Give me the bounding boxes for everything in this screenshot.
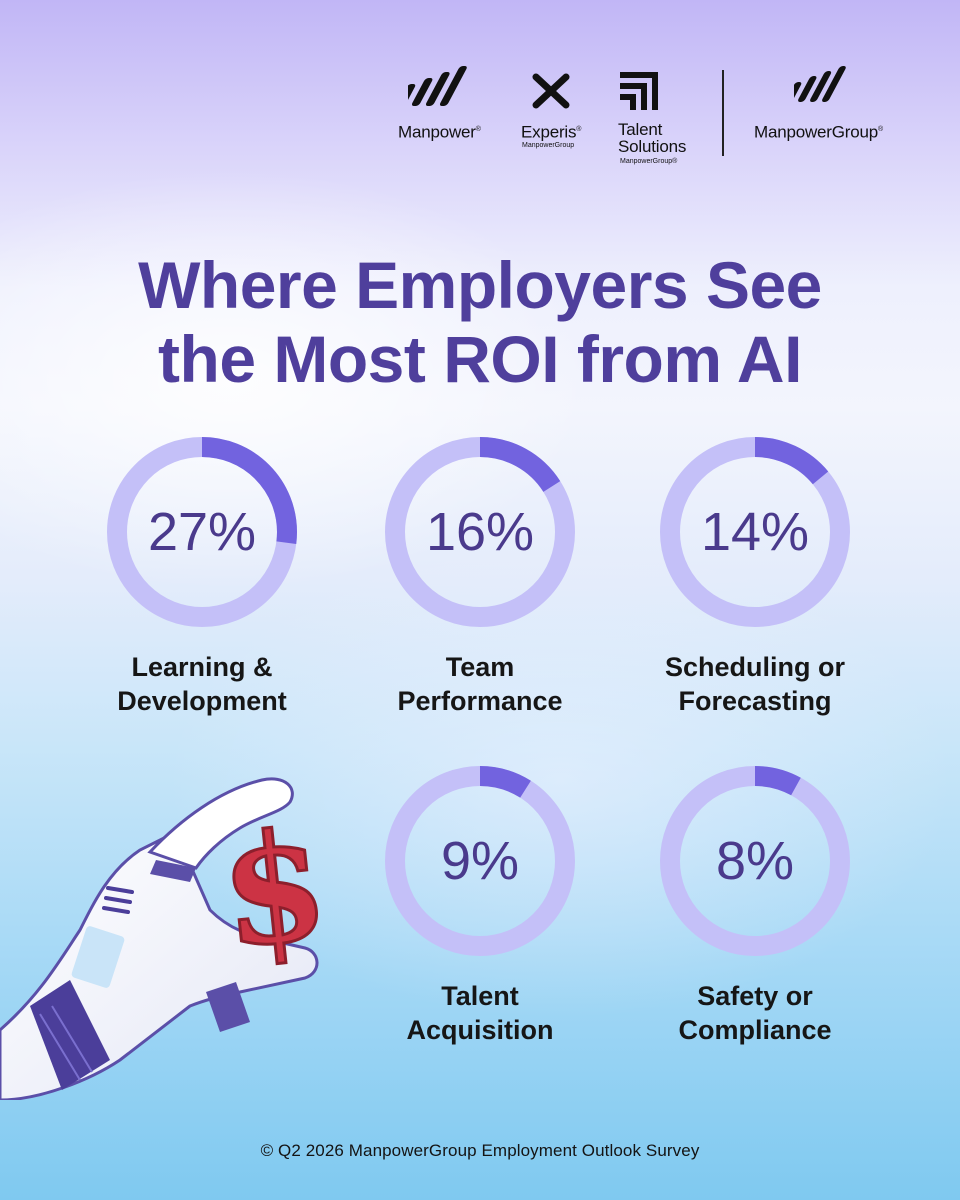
brand-name: ManpowerGroup: [754, 122, 879, 142]
donut-ring: [660, 437, 850, 627]
manpower-slashes-logo-icon: [408, 66, 467, 106]
donut-team-performance: 16% Team Performance: [380, 434, 580, 718]
donut-ring: [385, 437, 575, 627]
donut-label: Team Performance: [380, 650, 580, 718]
donut-label: Learning & Development: [102, 650, 302, 718]
experis-x-logo-icon: [532, 73, 570, 109]
donut-value: 9%: [440, 831, 520, 891]
brand-sub: ManpowerGroup®: [620, 158, 678, 165]
donut-segment: [385, 437, 575, 627]
donut-talent-acquisition: 9% Talent Acquisition: [380, 763, 580, 1047]
donut-ring: [107, 437, 297, 627]
donut-segment: [107, 437, 297, 627]
svg-text:$: $: [213, 797, 335, 983]
donut-label-line1: Scheduling or: [664, 652, 845, 682]
registered-mark: ®: [576, 126, 582, 133]
brand-name-line1: Talent: [618, 120, 663, 139]
donut-value: 27%: [147, 502, 257, 562]
donut-scheduling-forecasting: 14% Scheduling or Forecasting: [655, 434, 855, 718]
robot-hand-holding-dollar-icon: $: [0, 777, 337, 1100]
donut-label-line1: Team: [445, 652, 515, 682]
donut-segment: [660, 437, 850, 627]
donut-label: Safety or Compliance: [655, 979, 855, 1047]
page-title: Where Employers See the Most ROI from AI: [0, 248, 960, 396]
donut-label-line2: Performance: [397, 686, 563, 716]
brand-name: Manpower: [398, 122, 476, 142]
brand-name-line2: Solutions: [618, 137, 687, 156]
donut-ring: [660, 766, 850, 956]
donut-segment: [385, 766, 575, 956]
donut-label: Talent Acquisition: [380, 979, 580, 1047]
title-line-2: the Most ROI from AI: [158, 322, 802, 396]
donut-label-line2: Compliance: [678, 1015, 832, 1045]
donut-label: Scheduling or Forecasting: [655, 650, 855, 718]
brand-name: Experis: [521, 122, 577, 142]
title-line-1: Where Employers See: [138, 248, 822, 322]
manpowergroup-slashes-logo-icon: [794, 66, 846, 102]
donut-value: 16%: [425, 502, 535, 562]
donut-ring: [385, 766, 575, 956]
logo-divider: [722, 70, 724, 156]
donut-label-line1: Safety or: [697, 981, 813, 1011]
talent-solutions-logo-icon: [620, 72, 658, 110]
registered-mark: ®: [878, 126, 883, 133]
donut-label-line2: Development: [117, 686, 287, 716]
footer-source: © Q2 2026 ManpowerGroup Employment Outlo…: [260, 1141, 700, 1160]
donut-value: 8%: [715, 831, 795, 891]
donut-label-line1: Learning &: [131, 652, 273, 682]
registered-mark: ®: [475, 126, 481, 133]
donut-safety-compliance: 8% Safety or Compliance: [655, 763, 855, 1047]
brand-sub: ManpowerGroup: [522, 142, 575, 149]
donut-value: 14%: [700, 502, 810, 562]
donut-label-line2: Acquisition: [406, 1015, 554, 1045]
donut-label-line2: Forecasting: [678, 686, 832, 716]
donut-learning-development: 27% Learning & Development: [102, 434, 302, 718]
donut-segment: [660, 766, 850, 956]
donut-label-line1: Talent: [441, 981, 519, 1011]
